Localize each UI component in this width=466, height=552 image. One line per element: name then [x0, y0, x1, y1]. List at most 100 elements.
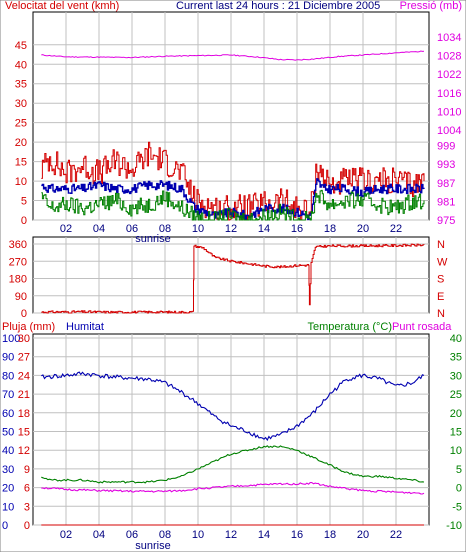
rain-tick-label: 3: [24, 501, 30, 513]
temperature-tick-label: -10: [446, 520, 462, 532]
rain-header-label: Pluja (mm): [2, 321, 55, 333]
wind-x-tick-label: 10: [192, 223, 204, 235]
sunrise-label-bottom: sunrise: [135, 540, 170, 552]
rain-temp-series-humitat: [41, 371, 425, 442]
rain-tick-label: 0: [24, 520, 30, 532]
rain-tick-label: 21: [18, 389, 30, 401]
humidity-tick-label: 70: [2, 389, 14, 401]
rain-x-tick-label: 18: [324, 529, 336, 541]
humidity-tick-label: 100: [2, 333, 20, 345]
rain-temp-series-punt-rosada: [41, 482, 425, 495]
temperature-tick-label: -5: [452, 501, 462, 513]
temperature-tick-label: 10: [450, 445, 462, 457]
rain-x-tick-label: 20: [357, 529, 369, 541]
rain-tick-label: 30: [18, 333, 30, 345]
pressure-right-tick-label: 1010: [437, 106, 461, 118]
wind-x-tick-label: 20: [357, 223, 369, 235]
wind-series-lull: [41, 189, 425, 221]
pressure-right-tick-label: 999: [437, 141, 455, 153]
wind-x-tick-label: 02: [60, 223, 72, 235]
temperature-tick-label: 20: [450, 408, 462, 420]
direction-compass-label: N: [437, 239, 445, 251]
wind-series-pressi-mb-: [41, 50, 425, 61]
rain-tick-label: 24: [18, 370, 30, 382]
rain-tick-label: 9: [24, 464, 30, 476]
rain-tick-label: 15: [18, 427, 30, 439]
rain-tick-label: 6: [24, 483, 30, 495]
wind-left-tick-label: 45: [15, 40, 27, 52]
temperature-tick-label: 5: [456, 464, 462, 476]
humidity-header-label: Humitat: [66, 321, 104, 333]
direction-left-tick-label: 0: [21, 308, 27, 320]
rain-x-tick-label: 22: [390, 529, 402, 541]
humidity-tick-label: 0: [2, 520, 8, 532]
pressure-right-tick-label: 1022: [437, 69, 461, 81]
wind-x-tick-label: 22: [390, 223, 402, 235]
humidity-tick-label: 30: [2, 464, 14, 476]
direction-compass-label: N: [437, 308, 445, 320]
direction-left-tick-label: 180: [9, 274, 27, 286]
direction-left-tick-label: 270: [9, 256, 27, 268]
wind-left-tick-label: 30: [15, 98, 27, 110]
wind-x-tick-label: 12: [225, 223, 237, 235]
humidity-tick-label: 60: [2, 408, 14, 420]
rain-x-tick-label: 14: [258, 529, 270, 541]
rain-x-tick-label: 16: [291, 529, 303, 541]
direction-compass-label: W: [437, 256, 448, 268]
humidity-tick-label: 40: [2, 445, 14, 457]
direction-left-tick-label: 360: [9, 239, 27, 251]
wind-left-tick-label: 15: [15, 157, 27, 169]
wind-x-tick-label: 18: [324, 223, 336, 235]
pressure-right-tick-label: 975: [437, 215, 455, 227]
direction-compass-label: S: [437, 274, 444, 286]
wind-left-tick-label: 5: [21, 196, 27, 208]
rain-temp-series-temperatura-c-: [41, 445, 425, 484]
pressure-right-tick-label: 993: [437, 159, 455, 171]
humidity-tick-label: 50: [2, 427, 14, 439]
rain-x-tick-label: 08: [159, 529, 171, 541]
pressure-right-tick-label: 1034: [437, 32, 461, 44]
wind-left-tick-label: 20: [15, 137, 27, 149]
temperature-header-label: Temperatura (°C): [308, 321, 392, 333]
wind-x-tick-label: 16: [291, 223, 303, 235]
humidity-tick-label: 90: [2, 352, 14, 364]
rain-tick-label: 12: [18, 445, 30, 457]
humidity-tick-label: 20: [2, 483, 14, 495]
rain-tick-label: 18: [18, 408, 30, 420]
temperature-tick-label: 40: [450, 333, 462, 345]
pressure-right-tick-label: 987: [437, 178, 455, 190]
header-right-label: Pressió (mb): [400, 0, 462, 12]
humidity-tick-label: 80: [2, 370, 14, 382]
wind-x-tick-label: 06: [126, 223, 138, 235]
pressure-right-tick-label: 981: [437, 196, 455, 208]
wind-left-tick-label: 40: [15, 59, 27, 71]
wind-series-gust: [41, 141, 425, 221]
rain-tick-label: 27: [18, 352, 30, 364]
wind-left-tick-label: 25: [15, 118, 27, 130]
temperature-tick-label: 15: [450, 427, 462, 439]
wind-left-tick-label: 35: [15, 79, 27, 91]
rain-x-tick-label: 10: [192, 529, 204, 541]
wind-left-tick-label: 10: [15, 176, 27, 188]
wind-x-tick-label: 14: [258, 223, 270, 235]
dewpoint-header-label: Punt rosada: [392, 321, 452, 333]
temperature-tick-label: 35: [450, 352, 462, 364]
temperature-tick-label: 25: [450, 389, 462, 401]
rain-x-tick-label: 02: [60, 529, 72, 541]
rain-x-tick-label: 04: [93, 529, 105, 541]
pressure-right-tick-label: 1004: [437, 125, 461, 137]
temperature-tick-label: 30: [450, 370, 462, 382]
wind-x-tick-label: 04: [93, 223, 105, 235]
sunrise-label: sunrise: [135, 233, 170, 245]
humidity-tick-label: 10: [2, 501, 14, 513]
temperature-tick-label: 0: [456, 483, 462, 495]
header-center-label: Current last 24 hours : 21 Diciembre 200…: [176, 0, 380, 12]
header-left-label: Velocitat del vent (kmh): [5, 0, 119, 12]
rain-x-tick-label: 12: [225, 529, 237, 541]
wind-x-tick-label: 08: [159, 223, 171, 235]
rain-x-tick-label: 06: [126, 529, 138, 541]
pressure-right-tick-label: 1028: [437, 51, 461, 63]
wind-left-tick-label: 0: [21, 215, 27, 227]
pressure-right-tick-label: 1016: [437, 88, 461, 100]
